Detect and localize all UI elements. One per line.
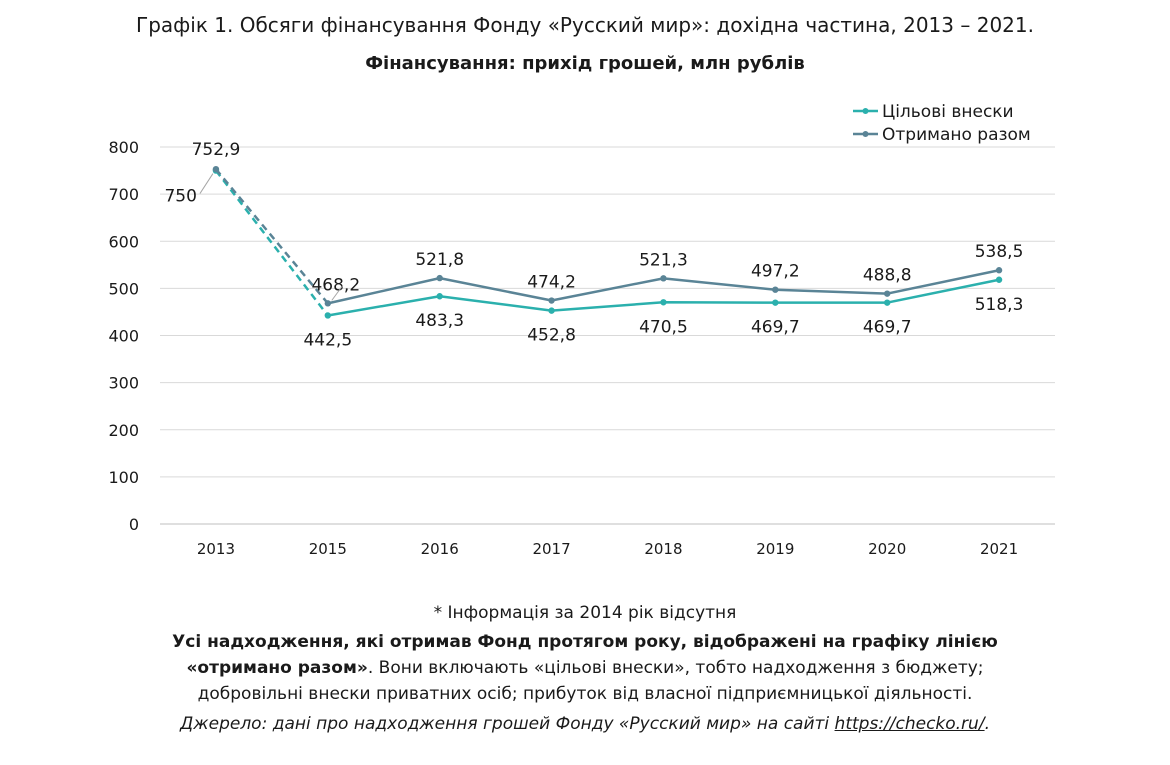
y-tick-label-800: 800 [108, 138, 139, 157]
y-axis: 0 100 200 300 400 500 600 700 800 [108, 138, 139, 534]
source-text: Джерело: дані про надходження грошей Фон… [180, 714, 835, 734]
legend-marker-otrymano [862, 131, 869, 137]
explanation-rest-1: . Вони включають «цільові внески», тобто… [367, 658, 984, 678]
x-tick-label-2013: 2013 [197, 540, 235, 558]
series-lines [212, 165, 1003, 319]
series-dashed-tsilovi [214, 169, 329, 317]
y-tick-label-0: 0 [129, 515, 139, 534]
point-otrymano-2020 [883, 290, 891, 297]
y-tick-label-500: 500 [108, 279, 139, 298]
point-otrymano-2019 [772, 286, 779, 293]
source-link[interactable]: https://checko.ru/ [834, 714, 985, 734]
data-label-otrymano-2020: 488,8 [863, 266, 912, 286]
data-label-otrymano-2017: 474,2 [527, 273, 576, 293]
x-axis: 2013 2015 2016 2017 2018 2019 2020 2021 [197, 540, 1018, 558]
leader-line-2015 [331, 285, 344, 301]
point-tsilovi-2018 [660, 299, 667, 306]
explanation-bold-1: Усі надходження, які отримав Фонд протяг… [172, 632, 998, 652]
data-label-otrymano-2019: 497,2 [751, 262, 800, 282]
x-tick-label-2019: 2019 [756, 540, 794, 558]
data-label-otrymano-2016: 521,8 [415, 250, 464, 270]
point-otrymano-2017 [548, 297, 555, 304]
point-otrymano-2016 [436, 274, 443, 282]
footnote-missing-2014: * Інформація за 2014 рік відсутня [433, 603, 737, 623]
y-tick-label-100: 100 [108, 468, 139, 487]
source-end: . [984, 714, 990, 734]
x-tick-label-2021: 2021 [980, 540, 1018, 558]
legend: Цільові внески Отримано разом [853, 102, 1031, 145]
point-otrymano-2013 [212, 165, 220, 173]
data-label-tsilovi-2016: 483,3 [415, 311, 464, 331]
data-label-tsilovi-2017: 452,8 [527, 326, 576, 346]
legend-label-otrymano: Отримано разом [882, 125, 1031, 145]
legend-marker-tsilovi [862, 108, 869, 114]
explanation-text: Усі надходження, які отримав Фонд протяг… [0, 629, 1170, 707]
data-label-tsilovi-2020: 469,7 [863, 318, 912, 338]
data-label-tsilovi-2021: 518,3 [975, 295, 1024, 315]
x-tick-label-2015: 2015 [309, 540, 347, 558]
chart-title: Графік 1. Обсяги фінансування Фонду «Рус… [136, 13, 1034, 37]
data-labels: 750 442,5 483,3 452,8 470,5 469,7 469,7 518,3 75… [164, 140, 1023, 350]
data-label-tsilovi-2013: 750 [164, 187, 196, 207]
legend-label-tsilovi: Цільові внески [882, 102, 1014, 122]
y-tick-label-700: 700 [108, 185, 139, 204]
y-tick-label-300: 300 [108, 374, 139, 393]
point-tsilovi-2019 [772, 299, 779, 306]
data-label-tsilovi-2015: 442,5 [303, 330, 352, 350]
y-tick-label-400: 400 [108, 327, 139, 346]
y-tick-label-600: 600 [108, 232, 139, 251]
data-label-otrymano-2021: 538,5 [975, 242, 1024, 262]
point-tsilovi-2017 [548, 307, 555, 314]
point-tsilovi-2015 [324, 312, 332, 319]
x-tick-label-2018: 2018 [644, 540, 682, 558]
point-otrymano-2015 [324, 300, 332, 307]
data-label-otrymano-2013: 752,9 [192, 140, 241, 160]
point-tsilovi-2016 [436, 293, 443, 300]
series-dashed-otrymano [214, 168, 329, 305]
x-tick-label-2017: 2017 [532, 540, 570, 558]
data-label-tsilovi-2019: 469,7 [751, 318, 800, 338]
point-tsilovi-2020 [883, 299, 891, 306]
data-label-otrymano-2015: 468,2 [311, 275, 360, 295]
leader-line-2013 [199, 173, 214, 194]
y-tick-label-200: 200 [108, 421, 139, 440]
x-tick-label-2016: 2016 [421, 540, 459, 558]
explanation-bold-2: «отримано разом» [186, 658, 368, 678]
x-tick-label-2020: 2020 [868, 540, 906, 558]
data-label-tsilovi-2018: 470,5 [639, 317, 688, 337]
source-line: Джерело: дані про надходження грошей Фон… [0, 714, 1170, 734]
point-otrymano-2018 [660, 275, 667, 282]
chart-subtitle: Фінансування: прихід грошей, млн рублів [365, 53, 805, 74]
point-tsilovi-2021 [995, 276, 1003, 283]
data-label-otrymano-2018: 521,3 [639, 250, 688, 270]
point-otrymano-2021 [995, 267, 1003, 274]
gridlines [160, 146, 1055, 525]
explanation-rest-2: добровільні внески приватних осіб; прибу… [197, 684, 973, 704]
